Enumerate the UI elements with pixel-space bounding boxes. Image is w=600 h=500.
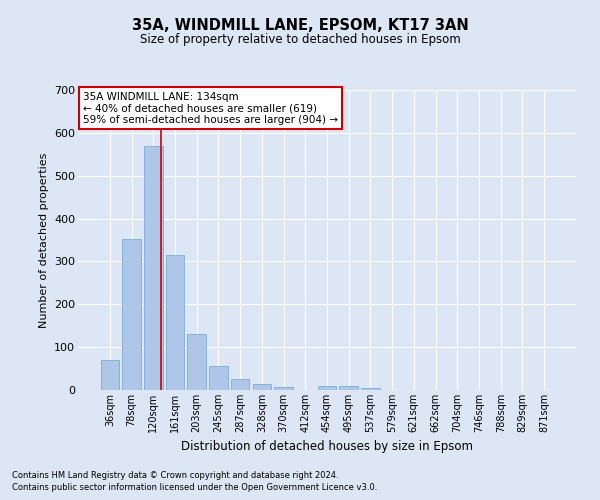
Text: 35A, WINDMILL LANE, EPSOM, KT17 3AN: 35A, WINDMILL LANE, EPSOM, KT17 3AN: [131, 18, 469, 32]
Bar: [209, 366, 227, 390]
Bar: [144, 146, 163, 390]
Text: Size of property relative to detached houses in Epsom: Size of property relative to detached ho…: [140, 32, 460, 46]
Bar: [166, 255, 184, 390]
Bar: [101, 360, 119, 390]
Bar: [274, 386, 293, 390]
Bar: [187, 334, 206, 390]
Bar: [340, 386, 358, 390]
Bar: [318, 386, 336, 390]
Bar: [122, 239, 141, 390]
X-axis label: Distribution of detached houses by size in Epsom: Distribution of detached houses by size …: [181, 440, 473, 454]
Bar: [253, 384, 271, 390]
Y-axis label: Number of detached properties: Number of detached properties: [38, 152, 49, 328]
Bar: [361, 388, 380, 390]
Text: Contains HM Land Registry data © Crown copyright and database right 2024.: Contains HM Land Registry data © Crown c…: [12, 471, 338, 480]
Bar: [231, 380, 250, 390]
Text: Contains public sector information licensed under the Open Government Licence v3: Contains public sector information licen…: [12, 484, 377, 492]
Text: 35A WINDMILL LANE: 134sqm
← 40% of detached houses are smaller (619)
59% of semi: 35A WINDMILL LANE: 134sqm ← 40% of detac…: [83, 92, 338, 124]
